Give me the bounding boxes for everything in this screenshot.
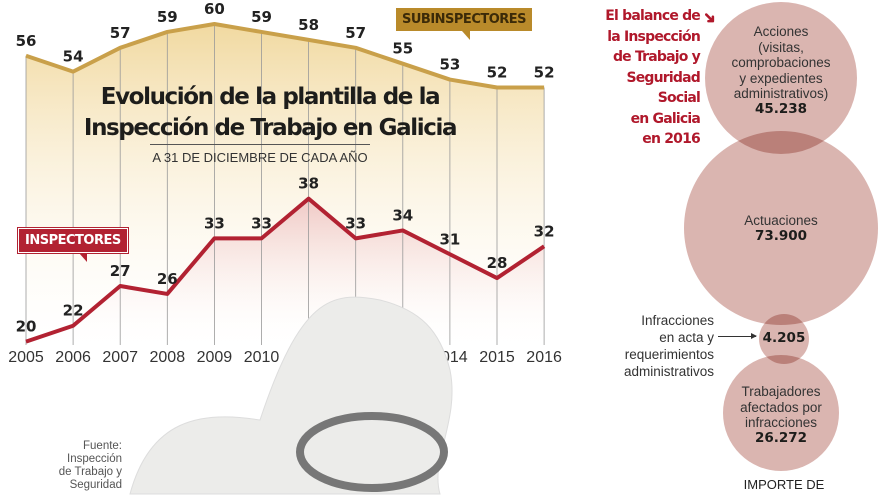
data-label: 57 [110,24,131,42]
data-label: 59 [157,8,178,26]
series-area [26,198,545,345]
data-label: 54 [63,48,84,66]
data-label: 28 [487,254,508,272]
actuaciones-label: Actuaciones 73.900 [700,213,862,244]
data-label: 55 [392,40,413,58]
x-tick-label: 2015 [479,349,515,366]
data-label: 20 [16,318,37,336]
data-label: 26 [157,270,178,288]
trabajadores-value: 26.272 [754,429,808,446]
line-chart: 56 54 57 59 60 59 58 57 55 53 52 52 20 22 27 26 33 33 38 33… [8,0,562,495]
acciones-value: 45.238 [754,100,808,117]
data-label: 52 [534,64,555,82]
x-tick-label: 2007 [102,349,138,366]
data-label: 52 [487,64,508,82]
chart-title: Evolución de la plantilla de la Inspecci… [83,84,458,141]
data-label: 27 [110,262,131,280]
x-tick-label: 2006 [55,349,91,366]
data-label: 34 [392,206,413,224]
x-tick-label: 2005 [8,349,44,366]
x-tick-label: 2008 [150,349,186,366]
bubble-actuaciones [684,131,878,325]
x-tick-label: 2016 [526,349,562,366]
importe-heading: IMPORTE DE [743,477,825,492]
data-label: 53 [439,56,460,74]
series-line [25,22,545,90]
legend-subinspectores: SUBINSPECTORES [396,8,533,40]
data-label: 58 [298,16,319,34]
data-label: 38 [298,175,319,193]
data-label: 59 [251,8,272,26]
infracciones-value-box: 4.205 [754,330,814,347]
balance-title: El balance de la Inspección de Trabajo y S… [605,8,701,147]
source-note: Fuente: Inspección de Trabajo y Seguridad [58,440,122,491]
chart-subtitle: A 31 DE DICIEMBRE DE CADA AÑO [150,144,370,165]
data-label: 31 [439,230,460,248]
x-tick-label: 2010 [244,349,280,366]
actuaciones-value: 73.900 [754,227,808,244]
series-line [25,196,546,344]
data-label: 33 [345,214,366,232]
data-label: 33 [251,214,272,232]
infracciones-label: Infracciones en acta y requerimientos admi… [623,313,714,379]
infracciones-value: 4.205 [762,330,806,346]
data-label: 60 [204,0,225,18]
bubble-trabajadores [723,355,839,471]
x-tick-label: 2009 [197,349,233,366]
data-label: 22 [63,302,84,320]
legend-inspectores: INSPECTORES [17,227,129,262]
data-label: 33 [204,214,225,232]
data-label: 32 [534,222,555,240]
bubble-acciones [705,2,857,154]
acciones-label: Acciones (visitas, comprobaciones y expedi… [706,24,856,117]
data-label: 56 [16,32,37,50]
trabajadores-label: Trabajadores afectados por infracciones 26… [724,384,838,446]
connector-arrow [718,333,757,339]
data-label: 57 [345,24,366,42]
illustration-tooth-magnifier [129,296,453,495]
